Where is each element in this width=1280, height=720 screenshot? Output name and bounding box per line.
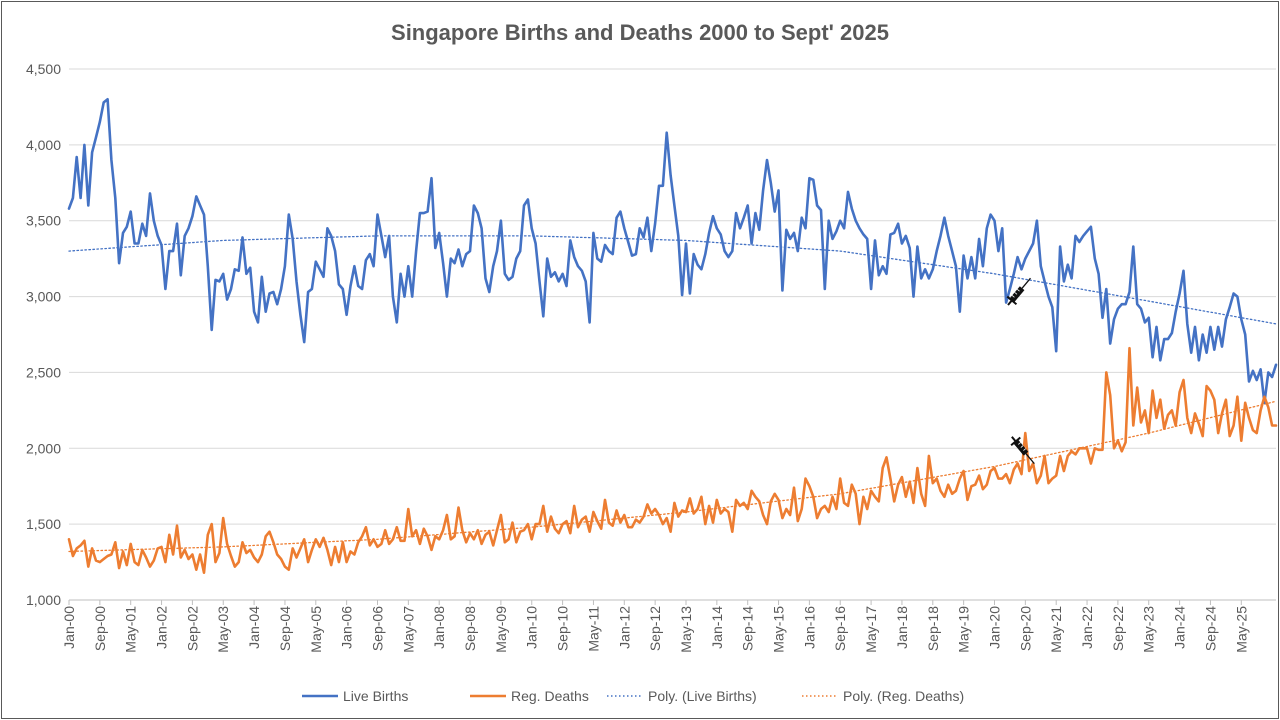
x-tick-label: Sep-00 (92, 606, 108, 651)
x-tick-label: Sep-18 (925, 606, 941, 651)
series-line-live-births (67, 98, 1278, 405)
x-tick-label: Jan-24 (1172, 606, 1188, 649)
legend-label-poly-reg-deaths: Poly. (Reg. Deaths) (843, 688, 964, 704)
legend-label-reg-deaths: Reg. Deaths (511, 688, 589, 704)
x-tick-label: Jan-08 (431, 606, 447, 649)
syringe-needle (1025, 453, 1035, 465)
x-tick-label: May-05 (308, 606, 324, 653)
x-tick-label: Sep-22 (1110, 606, 1126, 651)
y-tick-label: 3,500 (26, 213, 61, 229)
series-line-poly-live-births (68, 235, 1277, 325)
x-tick-label: Sep-08 (462, 606, 478, 651)
x-tick-label: May-25 (1233, 606, 1249, 653)
y-tick-label: 4,000 (26, 137, 61, 153)
legend-label-poly-live-births: Poly. (Live Births) (648, 688, 757, 704)
legend-label-live-births: Live Births (343, 688, 408, 704)
x-tick-label: May-21 (1048, 606, 1064, 653)
syringe-mark (1011, 295, 1015, 298)
syringe-icon (1006, 277, 1031, 306)
x-tick-label: Sep-24 (1202, 606, 1218, 651)
x-tick-label: Jan-16 (801, 606, 817, 649)
syringe-needle (1021, 277, 1031, 289)
x-tick-label: Jan-04 (246, 606, 262, 649)
syringe-barrel (1009, 286, 1025, 303)
x-tick-label: May-11 (585, 606, 601, 652)
y-tick-label: 1,000 (26, 592, 61, 608)
x-tick-label: Jan-20 (986, 606, 1002, 649)
x-tick-label: Jan-14 (709, 606, 725, 649)
x-tick-label: Sep-02 (184, 606, 200, 651)
x-tick-label: Sep-20 (1017, 606, 1033, 651)
syringe-mark (1023, 448, 1026, 451)
x-tick-label: Jan-10 (524, 606, 540, 649)
x-tick-label: Jan-22 (1079, 606, 1095, 649)
x-tick-label: Sep-10 (555, 606, 571, 651)
x-tick-label: May-15 (771, 606, 787, 653)
x-tick-label: May-23 (1141, 606, 1157, 653)
syringe-mark (1018, 442, 1021, 445)
syringe-icon (1010, 436, 1035, 465)
chart-title: Singapore Births and Deaths 2000 to Sept… (391, 20, 889, 45)
legend: Live Births Reg. Deaths Poly. (Live Births… (302, 688, 964, 704)
x-tick-label: May-07 (400, 606, 416, 653)
y-axis: 1,000 1,500 2,000 2,500 3,000 3,500 4,000 4,500 (26, 61, 61, 608)
syringe-plunger (1007, 299, 1013, 306)
y-tick-label: 2,000 (26, 440, 61, 456)
x-tick-label: Sep-14 (740, 606, 756, 651)
series-group (67, 98, 1278, 575)
y-tick-label: 1,500 (26, 516, 61, 532)
x-tick-label: Jan-00 (61, 606, 77, 649)
series-line-poly-reg-deaths (68, 400, 1277, 553)
x-tick-label: Sep-04 (277, 606, 293, 651)
series-line-reg-deaths (67, 346, 1278, 575)
syringe-plunger (1011, 436, 1017, 443)
x-tick-label: May-17 (863, 606, 879, 653)
syringe-mark (1014, 292, 1018, 295)
y-tick-label: 3,000 (26, 289, 61, 305)
syringe-barrel (1013, 439, 1029, 456)
x-tick-label: Sep-16 (832, 606, 848, 651)
x-tick-label: May-09 (493, 606, 509, 653)
x-tick-label: May-03 (215, 606, 231, 653)
x-tick-label: Jan-02 (154, 606, 170, 649)
annotations (1006, 277, 1035, 465)
y-tick-label: 2,500 (26, 364, 61, 380)
x-tick-label: May-01 (123, 606, 139, 653)
x-tick-label: Jan-12 (616, 606, 632, 649)
x-tick-label: May-13 (678, 606, 694, 653)
x-axis: Jan-00 Sep-00 May-01 Jan-02 Sep-02 May-03 Jan-… (61, 600, 1249, 653)
y-tick-label: 4,500 (26, 61, 61, 77)
x-tick-label: Jan-18 (894, 606, 910, 649)
x-tick-label: May-19 (956, 606, 972, 653)
x-tick-label: Jan-06 (339, 606, 355, 649)
syringe-mark (1017, 289, 1020, 292)
x-tick-label: Sep-06 (369, 606, 385, 651)
x-tick-label: Sep-12 (647, 606, 663, 651)
syringe-mark (1020, 445, 1024, 448)
